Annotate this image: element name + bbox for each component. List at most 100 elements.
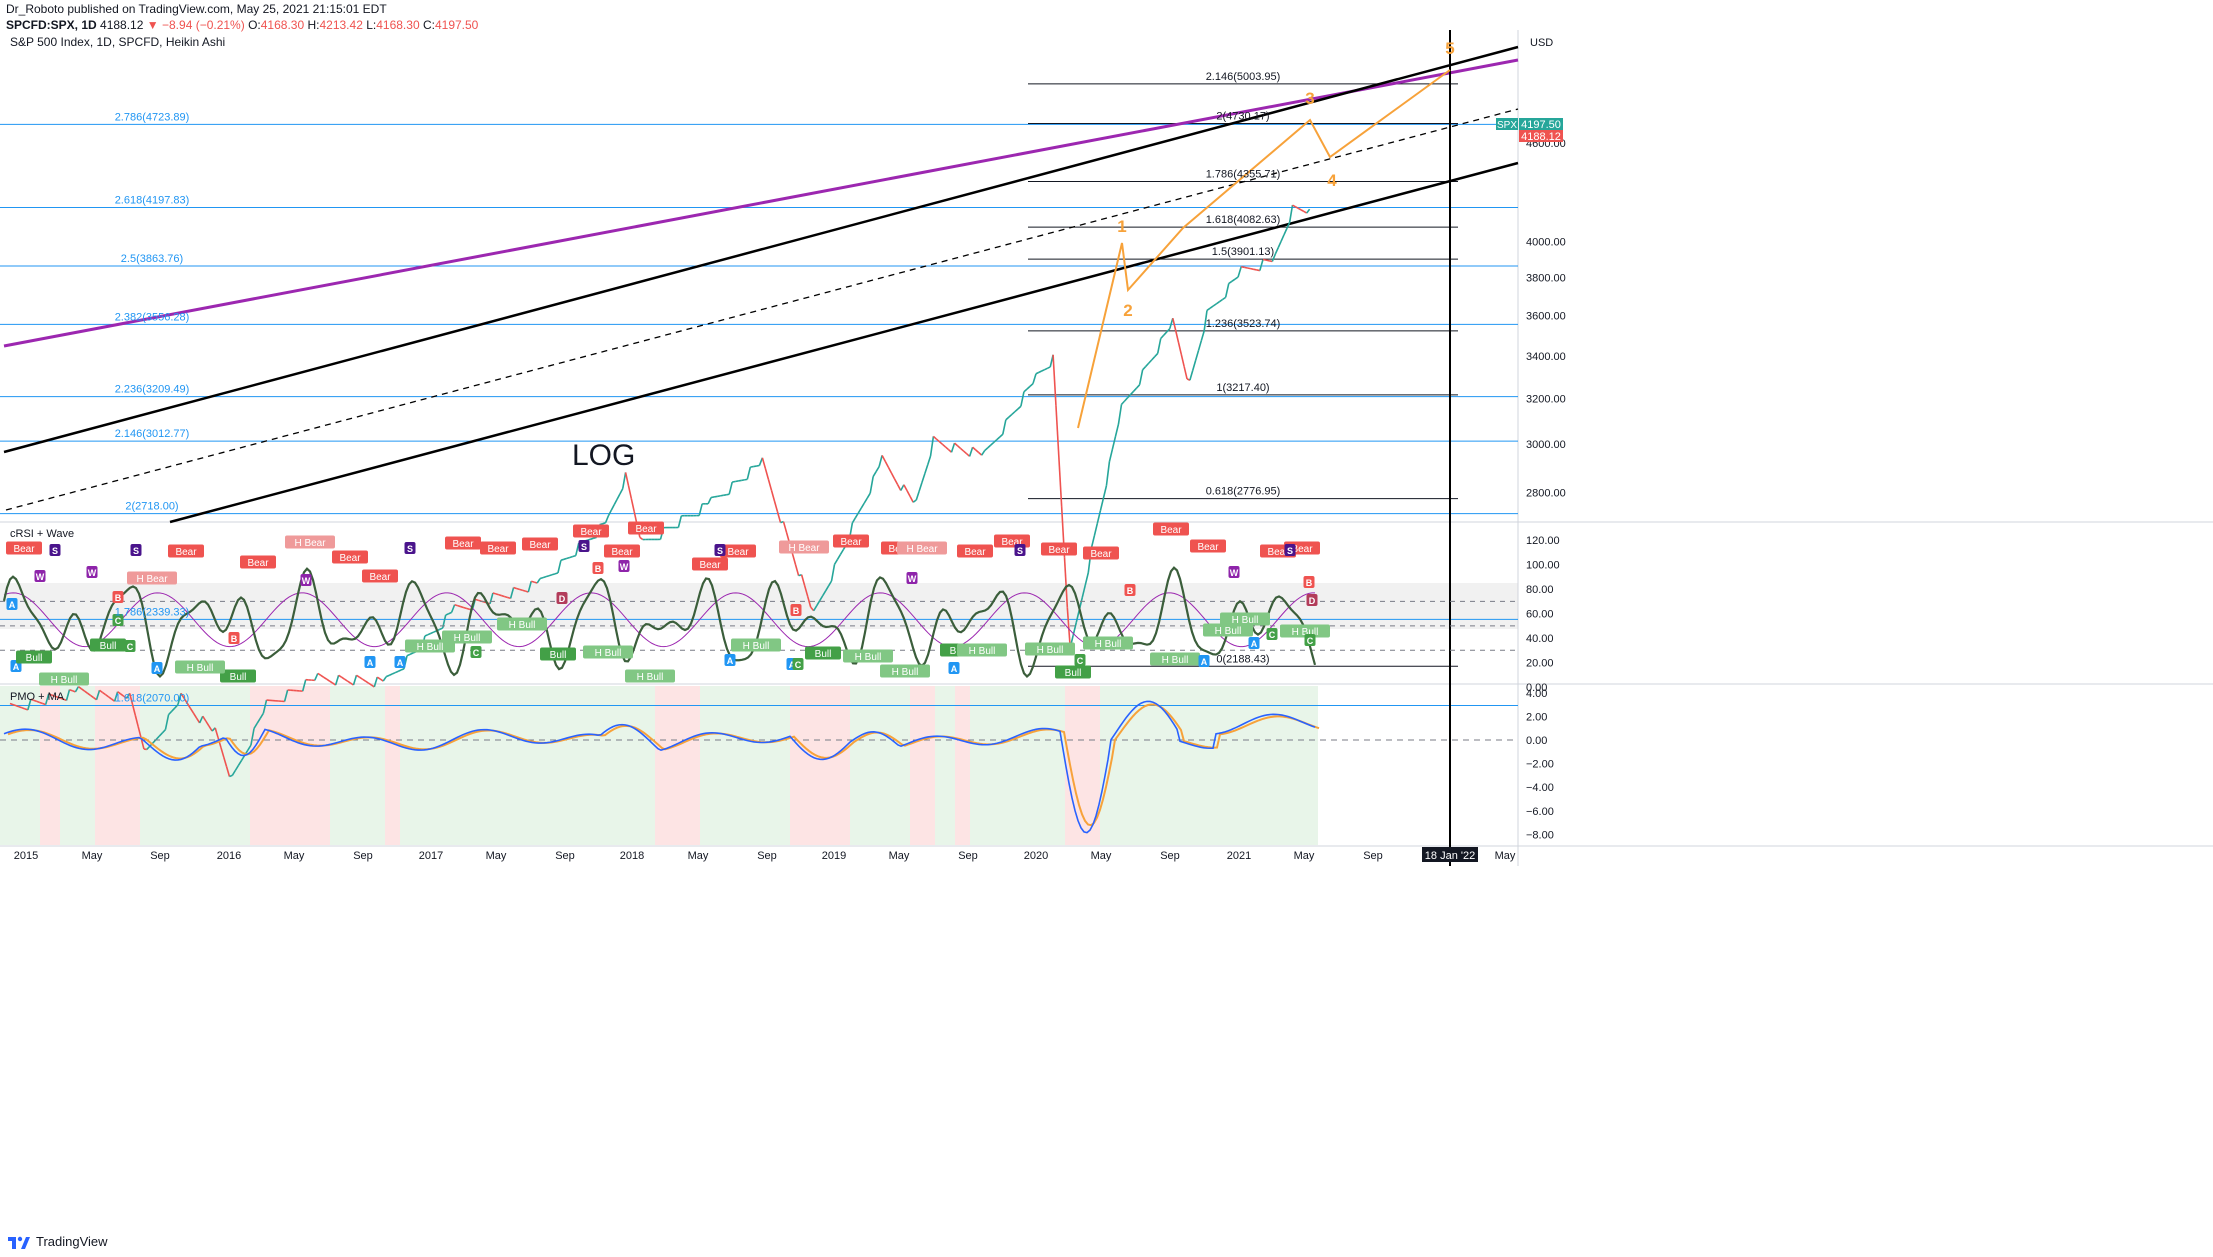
change-arrow-icon: ▼ (146, 18, 159, 32)
price-candle-segment (364, 680, 369, 684)
rsi-signal-label: S (133, 546, 139, 556)
rsi-signal-badge (112, 591, 124, 603)
rsi-signal-badge (1014, 544, 1026, 556)
fib-left-label: 1.618(2070.00) (115, 692, 190, 704)
price-candle-segment (1102, 485, 1108, 499)
price-candle-segment (1297, 207, 1302, 211)
rsi-signal-label: Bull (26, 653, 43, 664)
rsi-signal-label: A (9, 600, 16, 610)
price-candle-segment (732, 480, 736, 483)
rsi-signal-label: C (127, 642, 134, 652)
price-candle-segment (117, 691, 122, 695)
rsi-signal-label: Bear (699, 560, 721, 571)
price-candle-segment (367, 682, 372, 686)
price-candle-segment (1241, 265, 1245, 269)
price-tick-label: 3600.00 (1526, 311, 1566, 323)
price-tick-label: 3800.00 (1526, 273, 1566, 285)
price-candle-segment (827, 580, 833, 587)
price-candle-segment (1283, 228, 1288, 236)
pmo-bear-zone (95, 686, 140, 845)
wave-path (1077, 69, 1451, 429)
price-candle-segment (1020, 391, 1025, 407)
rsi-signal-badge (583, 645, 633, 659)
price-candle-segment (44, 693, 50, 705)
price-candle-segment (69, 688, 73, 692)
price-candle-segment (161, 729, 167, 734)
symbol-tag (1496, 118, 1518, 130)
open-value: 4168.30 (260, 18, 305, 32)
rsi-signal-badge (16, 650, 52, 664)
rsi-signal-label: H Bull (417, 642, 444, 653)
price-candle-segment (1280, 234, 1285, 242)
price-candle-segment (27, 699, 32, 711)
fib-right-label: 1(3217.40) (1216, 382, 1269, 394)
price-candle-segment (863, 497, 868, 504)
rsi-signal-label: W (88, 568, 97, 578)
rsi-signal-label: W (1230, 568, 1239, 578)
rsi-signal-label: H Bear (136, 574, 168, 585)
footer: TradingView (0, 1230, 2213, 1257)
price-candle-segment (1191, 360, 1197, 371)
wave-label: 5 (1445, 39, 1454, 58)
price-candle-segment (448, 611, 452, 615)
price-candle-segment (192, 712, 198, 719)
price-candle-segment (1055, 405, 1060, 457)
price-candle-segment (918, 482, 923, 492)
price-candle-segment (323, 676, 328, 680)
pmo-bear-zone (955, 686, 970, 845)
price-candle-segment (1269, 260, 1273, 263)
price-candle-segment (968, 447, 974, 457)
price-candle-segment (33, 699, 38, 703)
price-candle-segment (1096, 510, 1102, 524)
rsi-signal-badge (445, 536, 481, 550)
rsi-signal-badge (1220, 612, 1270, 626)
rsi-signal-badge (127, 571, 177, 585)
price-candle-segment (770, 489, 776, 502)
price-candle-segment (764, 468, 770, 480)
rsi-signal-label: A (1201, 657, 1208, 667)
rsi-signal-badge (49, 544, 61, 556)
price-candle-segment (388, 673, 393, 677)
rsi-signal-label: H Bull (969, 646, 996, 657)
rsi-signal-label: H Bear (294, 538, 326, 549)
tradingview-brand[interactable]: TradingView (8, 1234, 108, 1249)
price-candle-segment (1017, 405, 1022, 410)
price-candle-segment (1303, 210, 1308, 214)
wave-label: 2 (1123, 301, 1132, 320)
rsi-signal-label: B (1127, 586, 1134, 596)
rsi-signal-badge (300, 574, 312, 586)
rsi-signal-badge (805, 646, 841, 660)
price-tick-label: 3400.00 (1526, 351, 1566, 363)
price-candle-segment (439, 627, 444, 631)
rsi-signal-badge (1153, 522, 1189, 536)
rsi-signal-label: A (154, 664, 161, 674)
price-candle-segment (639, 536, 644, 541)
price-candle-segment (283, 689, 289, 702)
close-label: C: (422, 18, 435, 32)
rsi-tick-label: 60.00 (1526, 609, 1554, 621)
fib-right-label: 2.146(5003.95) (1206, 71, 1281, 83)
fib-left-label: 2.382(3556.28) (115, 311, 190, 323)
price-candle-segment (516, 587, 520, 591)
price-candle-segment (1014, 408, 1019, 413)
fib-right-label: 1.5(3901.13) (1212, 246, 1274, 258)
rsi-signal-badge (6, 541, 42, 555)
rsi-signal-badge (618, 560, 630, 572)
price-candle-segment (385, 674, 390, 678)
rsi-signal-label: Bear (1160, 525, 1182, 536)
price-candle-segment (501, 594, 505, 598)
price-candle-segment (1294, 206, 1299, 209)
date-marker-tag (1422, 847, 1478, 862)
price-candle-segment (99, 689, 104, 694)
rsi-signal-label: Bear (635, 524, 657, 535)
price-candle-segment (545, 574, 550, 578)
price-candle-segment (821, 590, 827, 597)
rsi-signal-label: C (115, 616, 122, 626)
price-candle-segment (1011, 411, 1016, 416)
tradingview-logo-icon (8, 1236, 30, 1249)
rsi-signal-label: H Bull (1232, 615, 1259, 626)
rsi-signal-label: A (789, 660, 796, 670)
rsi-signal-badge (228, 632, 240, 644)
time-tick-label: May (688, 850, 709, 862)
